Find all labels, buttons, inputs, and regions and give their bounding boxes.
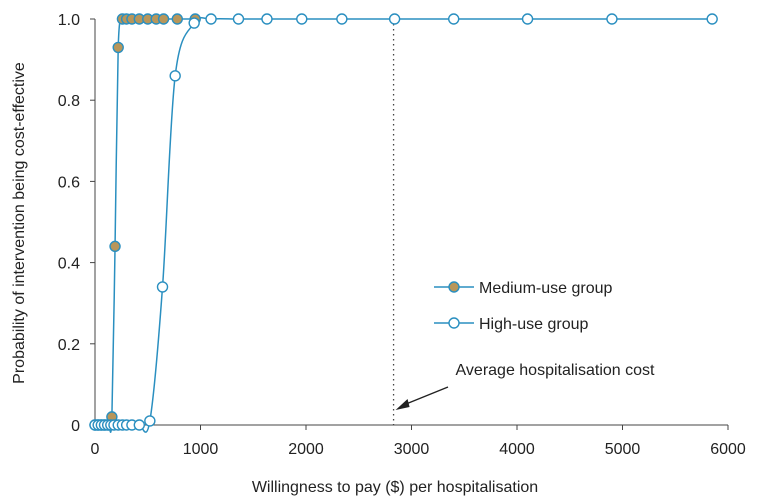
x-tick-label: 1000	[183, 441, 219, 458]
y-tick-label: 0	[71, 418, 80, 435]
data-point-high-use	[296, 13, 308, 25]
y-tick-label: 0.4	[58, 256, 80, 273]
legend-label-high-use: High-use group	[479, 316, 589, 333]
legend-label-medium-use: Medium-use group	[479, 280, 613, 297]
data-point-high-use	[188, 17, 200, 29]
data-point-high-use	[232, 13, 245, 25]
data-point-high-use	[133, 419, 146, 431]
axes: 0 1000 2000 3000 4000 5000 6000 0 0.2 0.4 0.6 0.8 1.…	[58, 12, 746, 458]
y-tick-label: 1.0	[58, 12, 80, 29]
data-point-high-use	[388, 13, 401, 25]
x-tick-label: 6000	[710, 441, 746, 458]
data-point-high-use	[205, 13, 217, 25]
y-tick-label: 0.8	[58, 93, 80, 110]
x-axis-title: Willingness to pay ($) per hospitalisati…	[252, 479, 538, 496]
data-point-high-use	[448, 13, 460, 25]
data-point-medium-use	[109, 240, 121, 253]
legend: Medium-use group High-use group	[434, 280, 613, 333]
data-point-high-use	[144, 415, 156, 427]
annotation-arrow-head	[395, 399, 410, 410]
y-tick-label: 0.2	[58, 337, 80, 354]
data-point-high-use	[156, 281, 169, 293]
series-group	[89, 13, 718, 433]
data-point-high-use	[169, 70, 181, 82]
legend-marker	[448, 281, 460, 293]
reference-line-label: Average hospitalisation cost	[456, 362, 655, 379]
data-point-medium-use	[157, 13, 170, 25]
data-point-high-use	[606, 13, 618, 25]
x-tick-label: 5000	[605, 441, 641, 458]
annotation-arrow-shaft	[403, 386, 449, 406]
x-tick-label: 3000	[394, 441, 430, 458]
data-point-high-use	[706, 13, 718, 25]
x-tick-label: 2000	[288, 441, 324, 458]
data-point-medium-use	[171, 13, 183, 25]
y-tick-label: 0.6	[58, 174, 80, 191]
data-point-medium-use	[112, 41, 124, 54]
data-point-high-use	[521, 13, 534, 25]
data-point-high-use	[261, 13, 273, 25]
series-line-medium-use	[94, 16, 196, 433]
x-tick-label: 4000	[499, 441, 535, 458]
x-tick-label: 0	[91, 441, 100, 458]
y-axis-title: Probability of intervention being cost-e…	[11, 62, 28, 384]
reference-line-group: Average hospitalisation cost	[392, 19, 655, 425]
legend-marker	[448, 317, 460, 329]
data-point-high-use	[336, 13, 348, 25]
